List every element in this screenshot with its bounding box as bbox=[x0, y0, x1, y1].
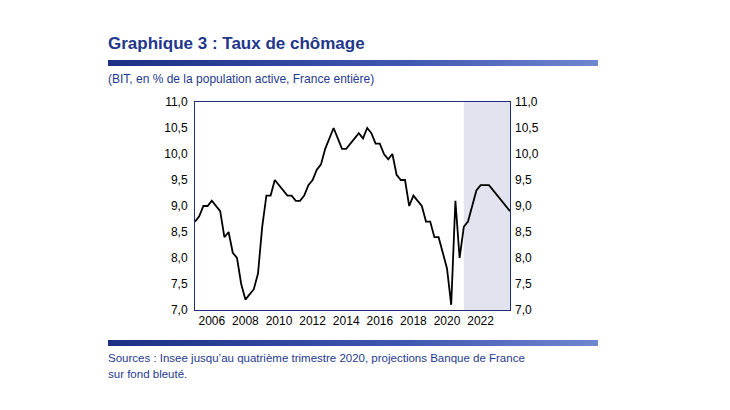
svg-text:2020: 2020 bbox=[434, 314, 461, 328]
svg-text:8,0: 8,0 bbox=[171, 251, 188, 265]
svg-text:8,5: 8,5 bbox=[171, 225, 188, 239]
svg-text:2008: 2008 bbox=[232, 314, 259, 328]
svg-text:2022: 2022 bbox=[467, 314, 494, 328]
svg-text:2012: 2012 bbox=[299, 314, 326, 328]
svg-text:9,5: 9,5 bbox=[171, 173, 188, 187]
svg-text:2010: 2010 bbox=[266, 314, 293, 328]
html-text:sur fond bleuté.: sur fond bleuté. bbox=[108, 368, 188, 380]
svg-text:10,0: 10,0 bbox=[515, 147, 539, 161]
svg-text:8,5: 8,5 bbox=[515, 225, 532, 239]
svg-text:2006: 2006 bbox=[198, 314, 225, 328]
svg-text:7,5: 7,5 bbox=[515, 277, 532, 291]
svg-text:11,0: 11,0 bbox=[515, 95, 538, 109]
svg-text:10,0: 10,0 bbox=[164, 147, 188, 161]
svg-text:2018: 2018 bbox=[400, 314, 427, 328]
svg-text:11,0: 11,0 bbox=[165, 95, 188, 109]
svg-text:10,5: 10,5 bbox=[164, 121, 188, 135]
svg-text:2016: 2016 bbox=[366, 314, 393, 328]
svg-text:7,5: 7,5 bbox=[171, 277, 188, 291]
html-text:Sources : Insee jusqu’au quatr: Sources : Insee jusqu’au quatrième trime… bbox=[108, 352, 525, 364]
svg-text:9,0: 9,0 bbox=[171, 199, 188, 213]
html-text:(BIT, en % de la population ac: (BIT, en % de la population active, Fran… bbox=[108, 72, 375, 86]
html-text:Graphique 3 : Taux de chômage: Graphique 3 : Taux de chômage bbox=[108, 34, 365, 53]
svg-text:9,0: 9,0 bbox=[515, 199, 532, 213]
svg-text:2014: 2014 bbox=[333, 314, 360, 328]
svg-text:7,0: 7,0 bbox=[171, 303, 188, 317]
svg-text:7,0: 7,0 bbox=[515, 303, 532, 317]
svg-text:9,5: 9,5 bbox=[515, 173, 532, 187]
svg-text:10,5: 10,5 bbox=[515, 121, 539, 135]
svg-text:8,0: 8,0 bbox=[515, 251, 532, 265]
